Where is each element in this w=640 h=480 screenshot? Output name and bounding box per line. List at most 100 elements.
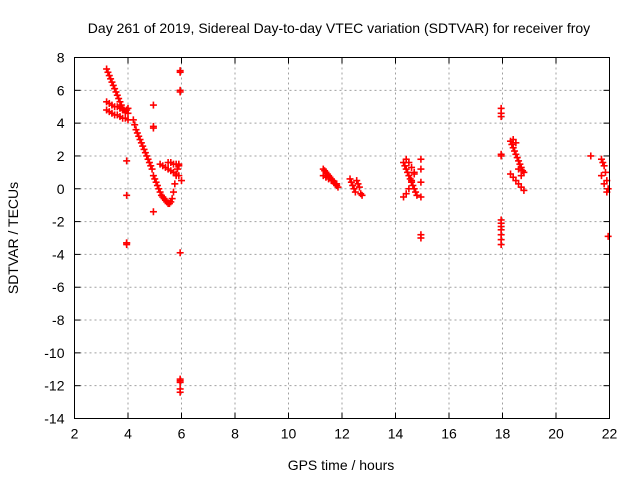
data-point <box>147 162 155 170</box>
data-point <box>131 121 139 129</box>
y-tick-label: 4 <box>57 115 65 131</box>
data-point <box>405 159 413 167</box>
data-point <box>116 98 124 106</box>
data-point <box>108 78 116 86</box>
data-point <box>508 140 516 148</box>
data-point <box>511 147 519 155</box>
data-point <box>349 181 357 189</box>
data-point <box>497 241 505 249</box>
data-point <box>604 185 612 193</box>
data-point <box>109 81 117 89</box>
data-point <box>346 175 354 183</box>
data-point <box>145 159 153 167</box>
data-point <box>129 116 137 124</box>
data-point <box>107 75 115 83</box>
data-point <box>135 132 143 140</box>
data-point <box>358 191 366 199</box>
data-point <box>417 155 425 163</box>
y-tick-label: -10 <box>44 345 64 361</box>
data-point <box>123 191 131 199</box>
x-tick-label: 2 <box>71 426 79 442</box>
data-point <box>149 101 157 109</box>
data-point <box>512 150 520 158</box>
y-tick-label: -2 <box>52 214 65 230</box>
data-point <box>105 72 113 80</box>
data-point <box>519 167 527 175</box>
data-point <box>512 139 520 147</box>
x-tick-label: 20 <box>548 426 564 442</box>
data-point <box>597 172 605 180</box>
data-point <box>112 88 120 96</box>
data-point <box>144 155 152 163</box>
data-point <box>153 181 161 189</box>
data-point <box>350 185 358 193</box>
data-point <box>149 124 157 132</box>
data-point <box>417 234 425 242</box>
data-point <box>176 88 184 96</box>
data-point <box>402 165 410 173</box>
data-point <box>404 168 412 176</box>
data-point <box>347 178 355 186</box>
data-point <box>173 165 181 173</box>
x-axis-label: GPS time / hours <box>288 457 395 473</box>
x-tick-label: 4 <box>124 426 132 442</box>
data-point <box>353 177 361 185</box>
data-point <box>408 163 416 171</box>
data-point <box>156 188 164 196</box>
data-point <box>515 165 523 173</box>
data-point <box>516 160 524 168</box>
x-tick-label: 12 <box>334 426 350 442</box>
data-point <box>402 190 410 198</box>
data-point <box>171 180 179 188</box>
data-point <box>113 91 121 99</box>
data-point <box>509 144 517 152</box>
y-tick-label: 2 <box>57 148 65 164</box>
data-point <box>517 172 525 180</box>
data-point <box>406 175 414 183</box>
data-point <box>513 154 521 162</box>
x-tick-label: 18 <box>495 426 511 442</box>
data-point <box>167 198 175 206</box>
data-point <box>497 152 505 160</box>
data-point <box>143 152 151 160</box>
data-point <box>168 195 176 203</box>
x-tick-labels: 2 4 6 8 10 12 14 16 18 20 22 <box>71 426 618 442</box>
data-point <box>597 155 605 163</box>
data-point <box>117 101 125 109</box>
data-point <box>176 249 184 257</box>
y-tick-label: -14 <box>44 411 64 427</box>
data-point <box>401 162 409 170</box>
data-point <box>600 162 608 170</box>
data-point <box>111 85 119 93</box>
data-point <box>417 178 425 186</box>
data-point <box>123 157 131 165</box>
data-point <box>405 185 413 193</box>
data-point <box>587 152 595 160</box>
data-point <box>104 68 112 76</box>
data-point <box>600 180 608 188</box>
data-point <box>133 129 141 137</box>
data-point <box>141 149 149 157</box>
data-point <box>149 208 157 216</box>
data-point <box>601 168 609 176</box>
data-point <box>355 183 363 191</box>
data-point <box>137 139 145 147</box>
data-point <box>351 188 359 196</box>
data-point <box>515 157 523 165</box>
data-point <box>132 126 140 134</box>
data-point <box>151 175 159 183</box>
y-tick-label: -12 <box>44 378 64 394</box>
data-point <box>103 65 111 73</box>
data-point <box>155 185 163 193</box>
x-tick-label: 16 <box>441 426 457 442</box>
data-point <box>417 165 425 173</box>
data-point <box>520 186 528 194</box>
data-point <box>140 145 148 153</box>
data-points <box>103 65 612 396</box>
data-point <box>152 178 160 186</box>
data-point <box>413 191 421 199</box>
plot-frame <box>74 57 610 419</box>
data-point <box>409 181 417 189</box>
data-point <box>599 159 607 167</box>
